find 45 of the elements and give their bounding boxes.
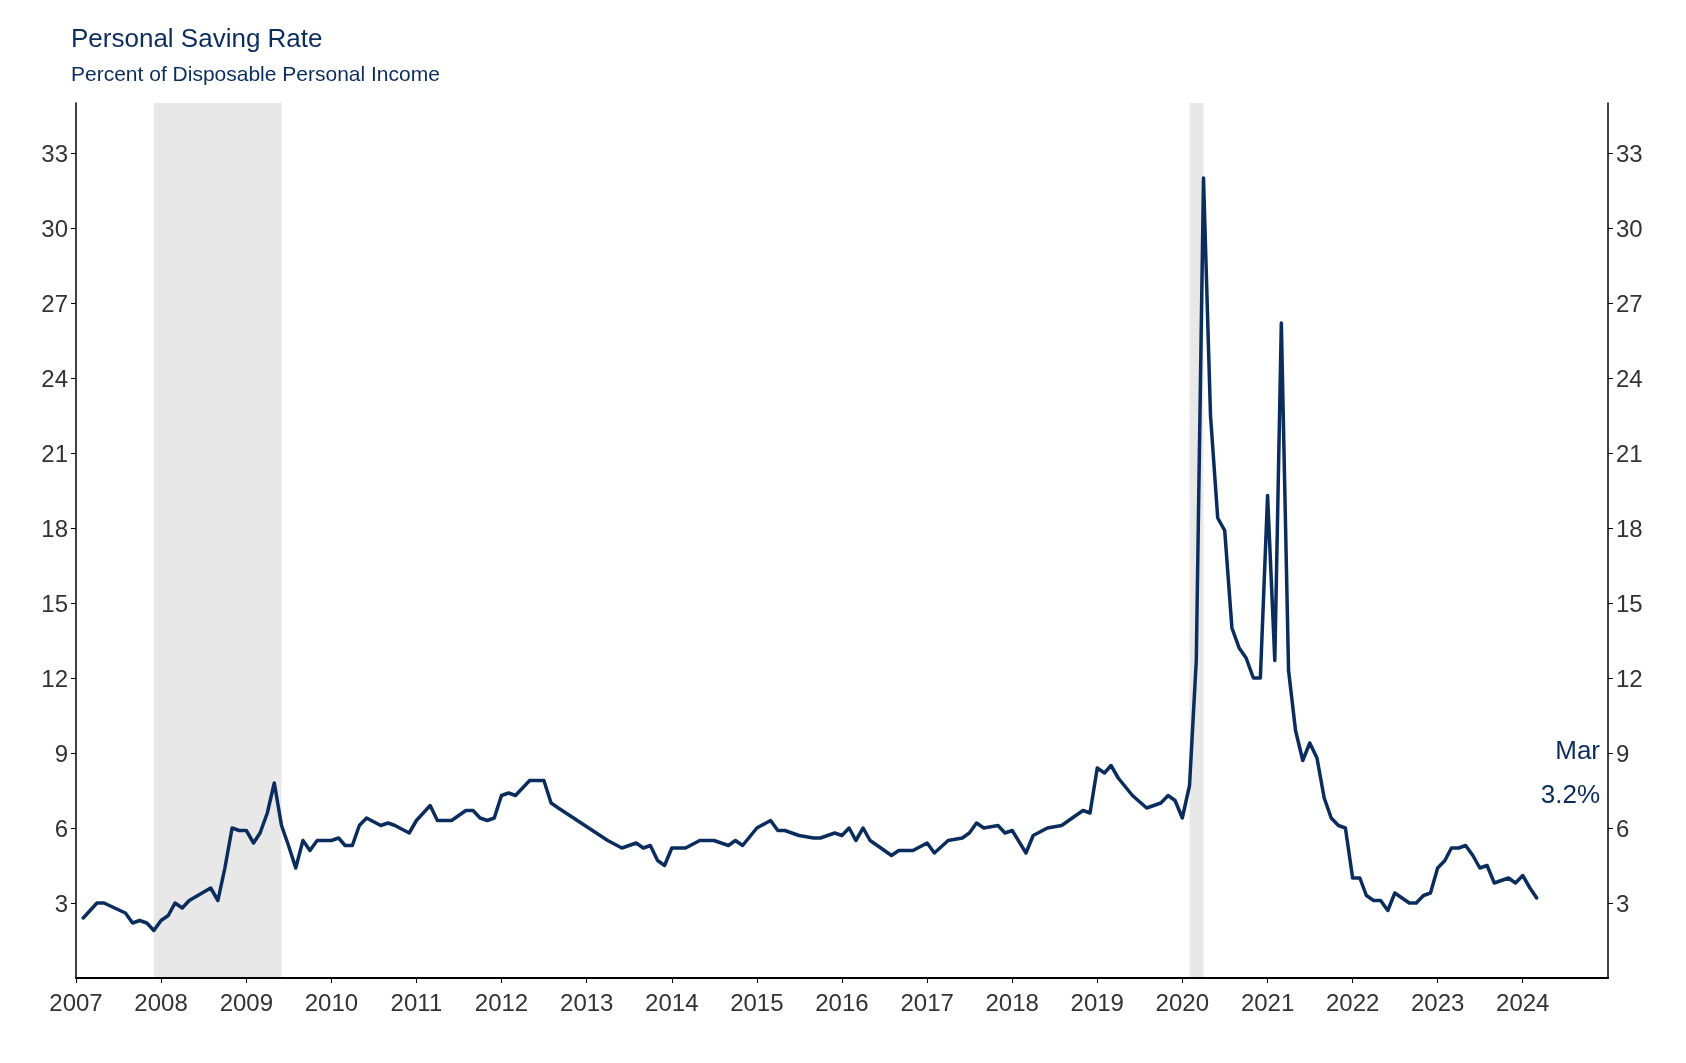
x-tick-label: 2012 — [474, 988, 529, 1016]
y2-tick-label: 6 — [1616, 814, 1630, 842]
y-tick-label: 18 — [41, 514, 68, 542]
x-tick-label: 2009 — [219, 988, 274, 1016]
x-tick-label: 2011 — [390, 988, 443, 1016]
x-tick-label: 2016 — [815, 988, 869, 1016]
y-tick-label: 30 — [41, 214, 68, 242]
x-tick-label: 2017 — [900, 988, 954, 1016]
y2-tick-label: 27 — [1616, 289, 1643, 317]
x-tick-label: 2015 — [730, 988, 784, 1016]
y2-tick-label: 30 — [1616, 214, 1643, 242]
y2-tick-label: 15 — [1616, 589, 1643, 617]
y-tick-label: 33 — [41, 139, 68, 167]
y-tick-label: 9 — [54, 739, 68, 767]
x-tick-label: 2020 — [1155, 988, 1209, 1016]
y2-tick-label: 12 — [1616, 664, 1643, 692]
y2-tick-label: 33 — [1616, 139, 1643, 167]
y-tick-label: 12 — [41, 664, 68, 692]
x-tick-label: 2008 — [134, 988, 188, 1016]
y-tick-label: 24 — [41, 364, 68, 392]
x-tick-label: 2018 — [985, 988, 1039, 1016]
x-tick-label: 2019 — [1070, 988, 1124, 1016]
chart-title: Personal Saving Rate — [71, 23, 323, 53]
y-tick-label: 27 — [41, 289, 68, 317]
x-tick-label: 2007 — [49, 988, 103, 1016]
x-tick-label: 2023 — [1410, 988, 1465, 1016]
y-tick-label: 6 — [54, 814, 68, 842]
x-tick-label: 2014 — [645, 988, 699, 1016]
chart-subtitle: Percent of Disposable Personal Income — [71, 62, 440, 85]
y2-tick-label: 3 — [1616, 889, 1630, 917]
y-tick-label: 21 — [41, 439, 68, 467]
x-tick-label: 2024 — [1496, 988, 1550, 1016]
x-tick-label: 2010 — [304, 988, 359, 1016]
y2-tick-label: 18 — [1616, 514, 1643, 542]
y2-tick-label: 21 — [1616, 439, 1643, 467]
y-tick-label: 15 — [41, 589, 68, 617]
x-tick-label: 2022 — [1325, 988, 1380, 1016]
line-series — [81, 176, 1539, 933]
y-tick-label: 3 — [54, 889, 68, 917]
x-tick-label: 2013 — [560, 988, 614, 1016]
annotation: 3.2% — [1540, 779, 1600, 809]
y2-tick-label: 24 — [1616, 364, 1643, 392]
annotation: Mar — [1555, 735, 1601, 765]
y2-tick-label: 9 — [1616, 739, 1630, 767]
x-tick-label: 2021 — [1240, 988, 1295, 1016]
